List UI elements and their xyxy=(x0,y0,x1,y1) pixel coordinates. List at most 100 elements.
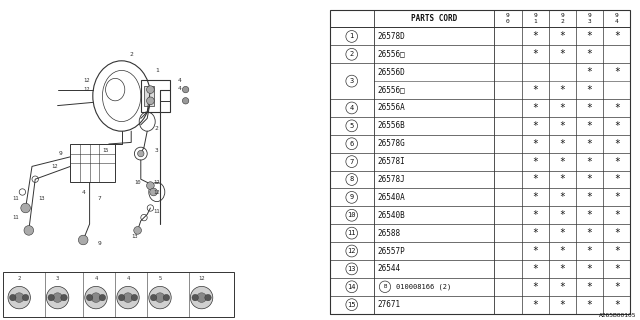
Text: *: * xyxy=(532,210,538,220)
Circle shape xyxy=(10,294,16,301)
Text: 11: 11 xyxy=(154,209,160,214)
Text: 12: 12 xyxy=(83,77,90,83)
Text: *: * xyxy=(587,192,593,202)
Text: *: * xyxy=(614,300,620,310)
Text: *: * xyxy=(559,49,565,59)
Circle shape xyxy=(20,203,31,213)
Text: *: * xyxy=(587,85,593,95)
Circle shape xyxy=(123,293,133,302)
Text: 26556B: 26556B xyxy=(377,121,405,130)
Text: *: * xyxy=(614,121,620,131)
Text: *: * xyxy=(587,228,593,238)
Circle shape xyxy=(134,227,141,234)
Text: 4: 4 xyxy=(94,276,98,281)
Text: *: * xyxy=(614,246,620,256)
Text: *: * xyxy=(614,31,620,41)
Text: 9
1: 9 1 xyxy=(533,13,537,24)
Circle shape xyxy=(150,188,157,196)
Circle shape xyxy=(8,286,31,309)
Text: *: * xyxy=(559,264,565,274)
Text: 9: 9 xyxy=(97,241,101,246)
Text: *: * xyxy=(614,192,620,202)
Circle shape xyxy=(138,150,144,157)
Text: *: * xyxy=(559,282,565,292)
Circle shape xyxy=(15,293,24,302)
Text: *: * xyxy=(614,282,620,292)
Text: *: * xyxy=(532,246,538,256)
Text: *: * xyxy=(587,246,593,256)
Text: 26578D: 26578D xyxy=(377,32,405,41)
Text: *: * xyxy=(532,139,538,149)
Circle shape xyxy=(52,293,63,302)
Circle shape xyxy=(163,294,170,301)
Text: *: * xyxy=(559,156,565,167)
Text: 26556□: 26556□ xyxy=(377,50,405,59)
Text: 5: 5 xyxy=(349,123,354,129)
Text: *: * xyxy=(587,300,593,310)
Text: *: * xyxy=(614,156,620,167)
Text: *: * xyxy=(559,210,565,220)
Text: *: * xyxy=(614,210,620,220)
Text: A265B00105: A265B00105 xyxy=(599,313,637,318)
Text: 10: 10 xyxy=(134,180,141,185)
Text: *: * xyxy=(532,121,538,131)
Circle shape xyxy=(191,286,212,309)
Text: 12: 12 xyxy=(83,87,90,92)
Text: 9
0: 9 0 xyxy=(506,13,510,24)
Text: *: * xyxy=(559,300,565,310)
Text: 9
2: 9 2 xyxy=(561,13,564,24)
Text: 13: 13 xyxy=(131,234,138,239)
Text: *: * xyxy=(587,156,593,167)
Text: *: * xyxy=(559,31,565,41)
Text: *: * xyxy=(532,174,538,185)
Circle shape xyxy=(150,294,157,301)
Text: 13: 13 xyxy=(38,196,45,201)
Text: 27671: 27671 xyxy=(377,300,400,309)
Text: *: * xyxy=(559,85,565,95)
Text: 26578I: 26578I xyxy=(377,157,405,166)
Circle shape xyxy=(182,98,189,104)
Text: *: * xyxy=(587,49,593,59)
Text: *: * xyxy=(532,192,538,202)
Text: 9: 9 xyxy=(59,151,63,156)
Bar xyxy=(141,80,170,112)
Text: *: * xyxy=(587,210,593,220)
Text: 7: 7 xyxy=(97,196,101,201)
Text: *: * xyxy=(587,174,593,185)
Text: 13: 13 xyxy=(348,266,356,272)
Text: *: * xyxy=(559,121,565,131)
Bar xyxy=(3,272,234,317)
Text: 6: 6 xyxy=(349,141,354,147)
Circle shape xyxy=(48,294,54,301)
Circle shape xyxy=(131,294,138,301)
Text: 26540B: 26540B xyxy=(377,211,405,220)
Text: 3: 3 xyxy=(155,148,159,153)
Text: *: * xyxy=(532,85,538,95)
Text: *: * xyxy=(532,282,538,292)
Text: 12: 12 xyxy=(51,164,58,169)
Text: *: * xyxy=(559,192,565,202)
Text: *: * xyxy=(532,300,538,310)
Text: *: * xyxy=(614,139,620,149)
Text: *: * xyxy=(532,31,538,41)
Text: *: * xyxy=(587,264,593,274)
Circle shape xyxy=(182,86,189,93)
Circle shape xyxy=(147,86,154,93)
Text: 12: 12 xyxy=(154,189,160,195)
Text: *: * xyxy=(614,174,620,185)
Text: *: * xyxy=(532,103,538,113)
Circle shape xyxy=(46,286,69,309)
Text: 11: 11 xyxy=(13,196,19,201)
Text: *: * xyxy=(614,228,620,238)
Text: 15: 15 xyxy=(102,148,109,153)
Text: 12: 12 xyxy=(154,180,160,185)
Circle shape xyxy=(205,294,211,301)
Circle shape xyxy=(116,286,140,309)
Circle shape xyxy=(147,97,154,105)
Text: 11: 11 xyxy=(13,215,19,220)
Text: 11: 11 xyxy=(348,230,356,236)
Text: *: * xyxy=(559,246,565,256)
Text: 2: 2 xyxy=(349,51,354,57)
Text: 26578J: 26578J xyxy=(377,175,405,184)
Text: 9
4: 9 4 xyxy=(615,13,619,24)
